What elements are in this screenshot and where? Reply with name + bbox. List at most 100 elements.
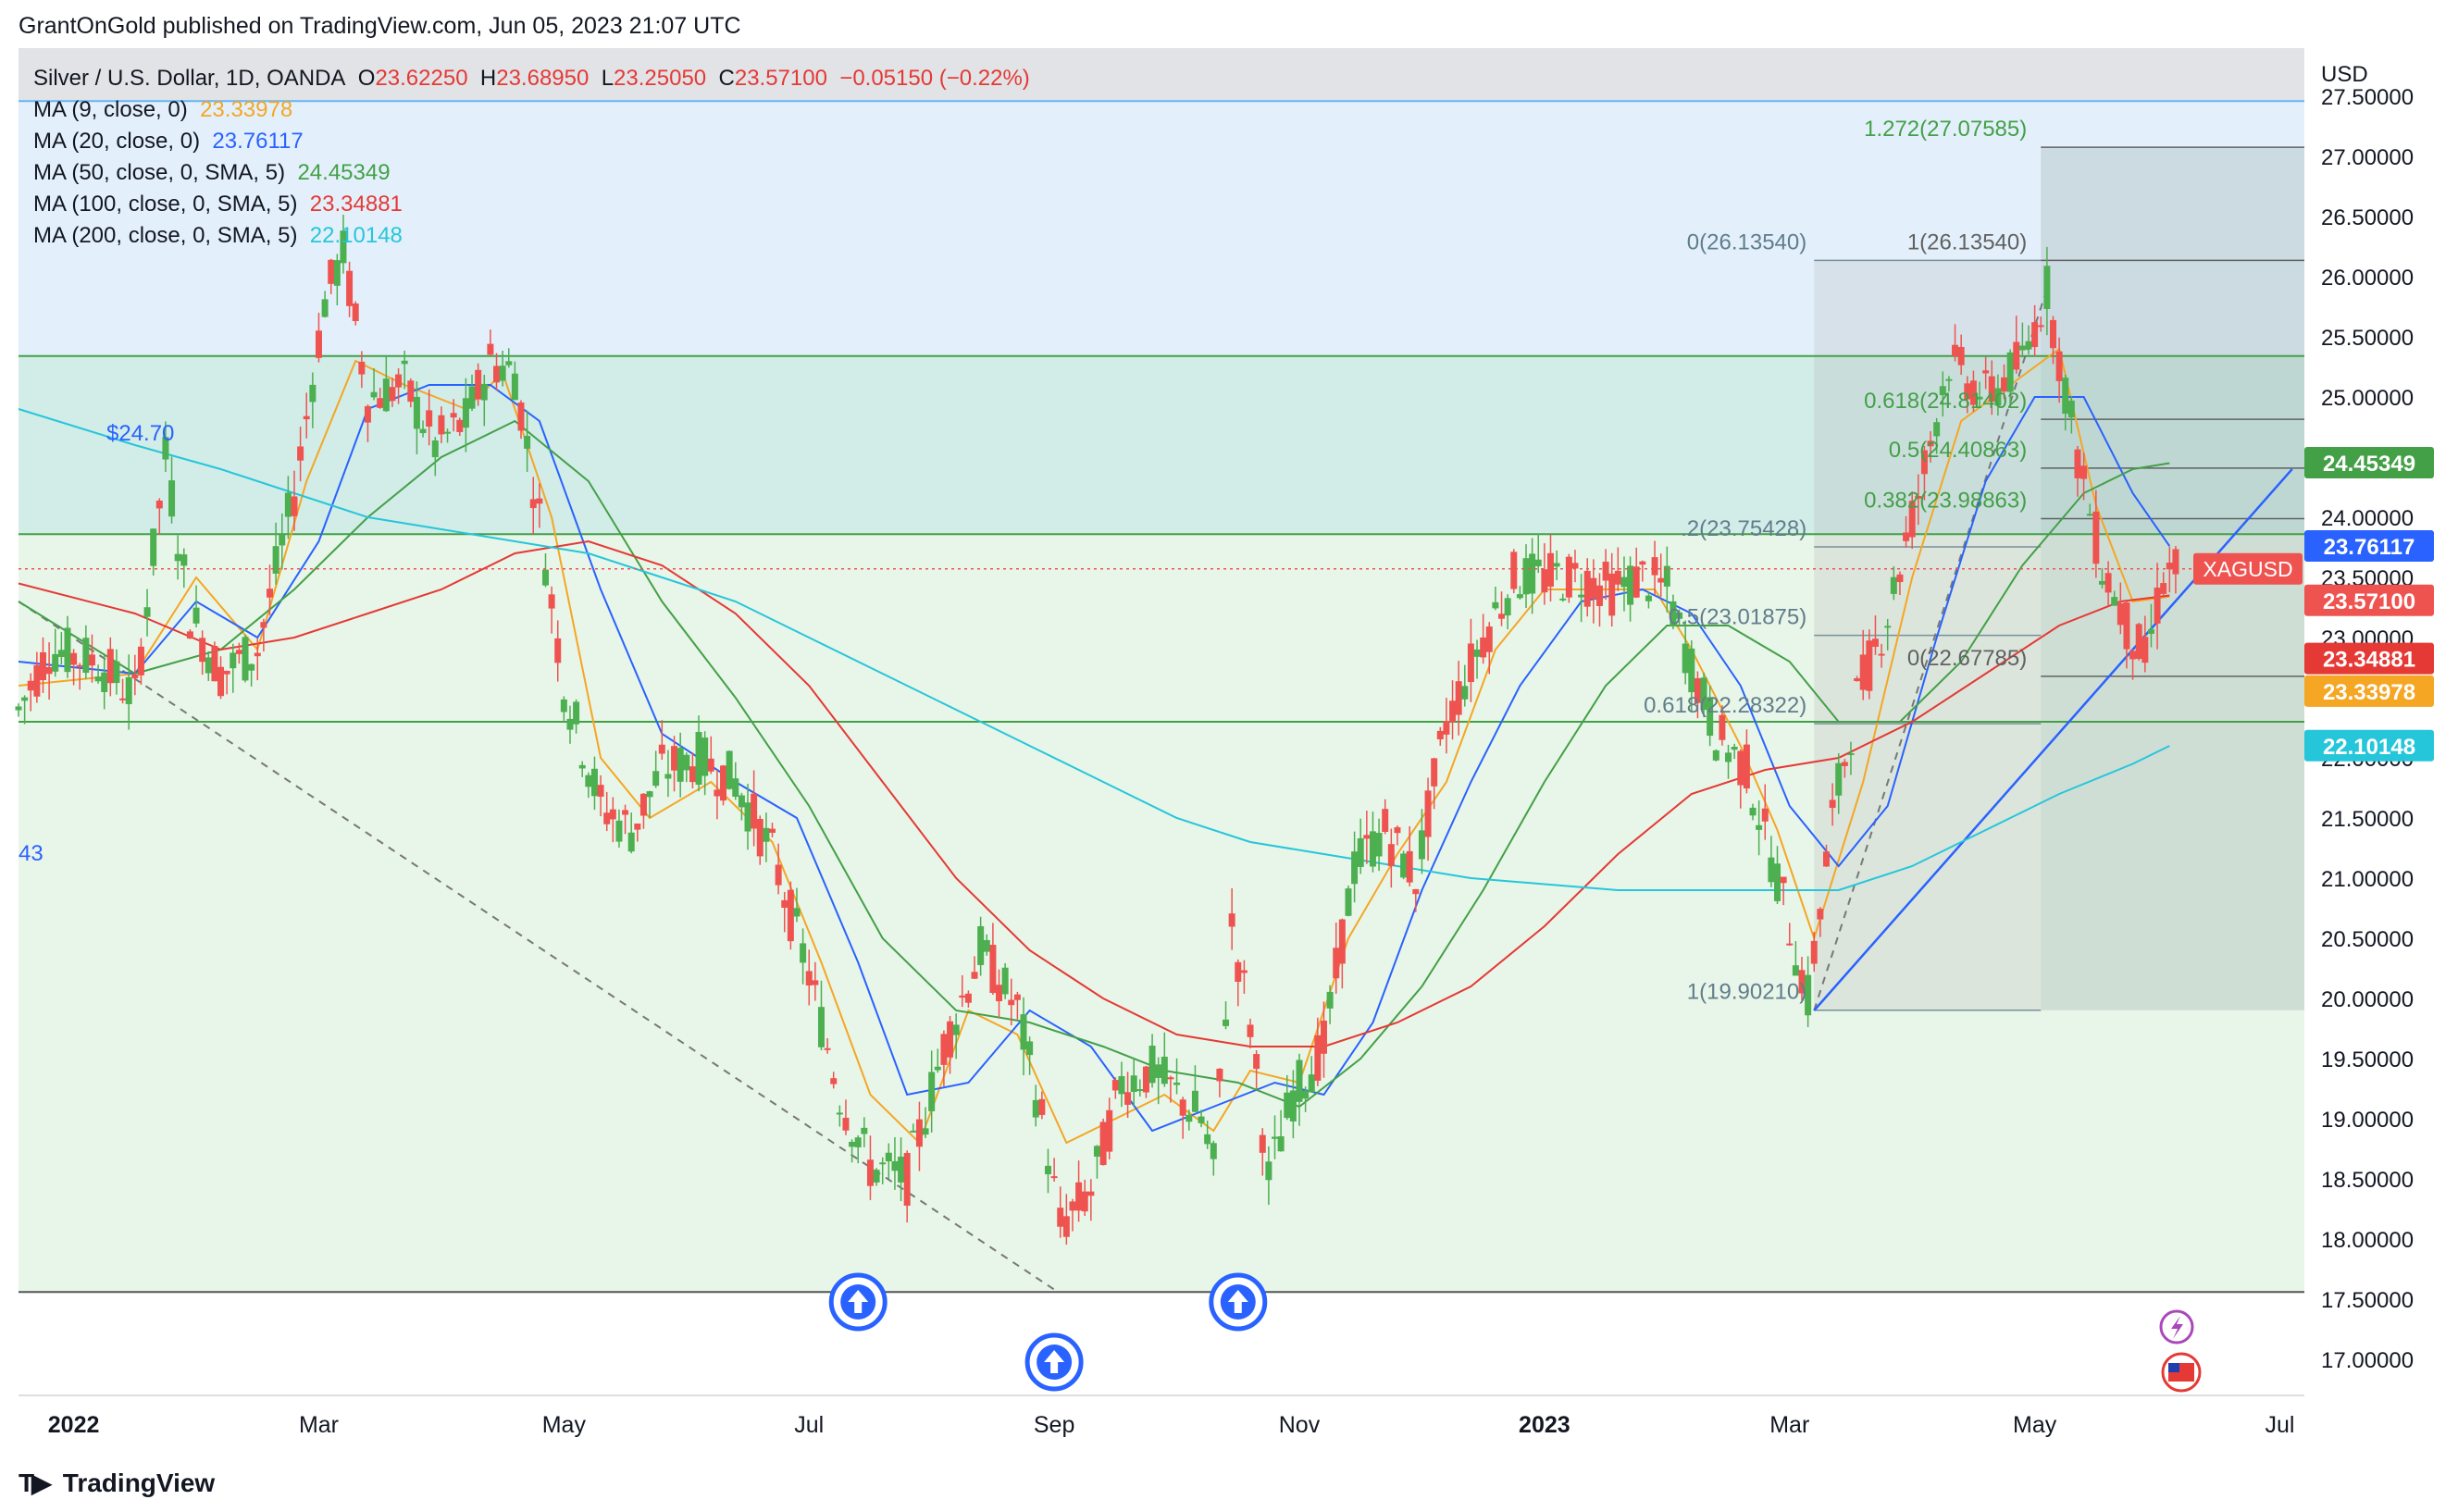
candle-body bbox=[267, 589, 274, 598]
candle-body bbox=[456, 419, 464, 432]
candle-body bbox=[297, 446, 304, 461]
candle-body bbox=[291, 496, 298, 516]
candle-body bbox=[1890, 576, 1897, 594]
candle-body bbox=[664, 774, 672, 779]
candle-body bbox=[1418, 830, 1425, 860]
candle-body bbox=[1908, 501, 1916, 538]
ma-9-line[interactable]: MA (9, close, 0) 23.33978 bbox=[33, 97, 293, 122]
candle-body bbox=[223, 670, 230, 675]
candle-body bbox=[652, 771, 660, 787]
candle-body bbox=[168, 480, 176, 517]
candle-body bbox=[1516, 594, 1523, 599]
x-tick-label: Mar bbox=[299, 1412, 339, 1438]
candle-body bbox=[1565, 556, 1572, 598]
candle-body bbox=[1627, 565, 1634, 605]
high-value: 23.68950 bbox=[496, 66, 590, 91]
candle-body bbox=[1148, 1046, 1156, 1084]
price-axis-tag-label: 22.10148 bbox=[2323, 735, 2415, 760]
candle-body bbox=[1314, 1035, 1322, 1081]
price-note-mid: 43 bbox=[19, 841, 43, 866]
us-flag-canton bbox=[2168, 1363, 2179, 1372]
candle-body bbox=[511, 373, 518, 401]
candle-body bbox=[2001, 377, 2008, 392]
candle-body bbox=[1749, 807, 1757, 816]
y-tick-label: 21.00000 bbox=[2321, 867, 2414, 892]
candle-body bbox=[1719, 714, 1726, 740]
candle-body bbox=[480, 383, 488, 401]
ma-50-line[interactable]: MA (50, close, 0, SMA, 5) 24.45349 bbox=[33, 160, 391, 185]
green-zone bbox=[19, 534, 2304, 1293]
top-zone bbox=[19, 48, 2304, 102]
candle-body bbox=[1859, 654, 1867, 690]
candle-body bbox=[915, 1119, 923, 1147]
candle-body bbox=[1436, 730, 1444, 739]
candle-body bbox=[805, 971, 813, 985]
candle-body bbox=[1590, 577, 1597, 600]
candle-body bbox=[370, 391, 378, 398]
price-axis-tag-label: 23.57100 bbox=[2323, 589, 2415, 614]
candle-body bbox=[106, 649, 114, 684]
currency-label: USD bbox=[2321, 62, 2368, 87]
candle-body bbox=[756, 819, 763, 857]
candle-body bbox=[1308, 1074, 1315, 1093]
candle-body bbox=[1982, 370, 1990, 374]
candle-body bbox=[438, 415, 445, 435]
candle-body bbox=[1559, 598, 1567, 601]
candle-body bbox=[1994, 388, 2002, 406]
candle-body bbox=[1259, 1134, 1266, 1153]
candle-body bbox=[468, 386, 476, 409]
candle-body bbox=[346, 270, 354, 306]
candle-body bbox=[1272, 1136, 1279, 1139]
candle-body bbox=[639, 793, 647, 816]
ma-200-line[interactable]: MA (200, close, 0, SMA, 5) 22.10148 bbox=[33, 223, 403, 248]
candle-body bbox=[444, 431, 452, 434]
fib-label-left: 0.618(22.28322) bbox=[1644, 693, 1806, 718]
candle-body bbox=[646, 791, 653, 798]
candle-body bbox=[1756, 824, 1763, 830]
x-tick-label: 2022 bbox=[48, 1412, 100, 1438]
candle-body bbox=[52, 653, 59, 672]
candle-body bbox=[714, 789, 721, 797]
candle-body bbox=[180, 554, 188, 566]
candle-body bbox=[861, 1127, 868, 1134]
candle-body bbox=[1118, 1076, 1125, 1095]
candle-body bbox=[849, 1142, 856, 1147]
candle-body bbox=[1480, 637, 1487, 658]
candle-body bbox=[1357, 837, 1364, 867]
candle-body bbox=[1111, 1080, 1119, 1091]
candle-body bbox=[2043, 266, 2051, 309]
tradingview-logo[interactable]: T▶ TradingView bbox=[19, 1469, 216, 1497]
candle-body bbox=[94, 676, 102, 682]
y-tick-label: 24.00000 bbox=[2321, 506, 2414, 531]
candle-body bbox=[873, 1170, 880, 1183]
ma-100-line[interactable]: MA (100, close, 0, SMA, 5) 23.34881 bbox=[33, 192, 403, 217]
price-axis-tag-label: 24.45349 bbox=[2323, 452, 2415, 477]
price-axis-tag-label: 23.76117 bbox=[2324, 535, 2415, 560]
candle-body bbox=[775, 864, 782, 886]
candle-body bbox=[2031, 322, 2039, 348]
candle-body bbox=[1001, 967, 1009, 995]
candle-body bbox=[1957, 346, 1965, 366]
y-tick-label: 21.50000 bbox=[2321, 807, 2414, 832]
x-tick-label: Sep bbox=[1034, 1412, 1074, 1438]
candle-body bbox=[560, 699, 567, 713]
candle-body bbox=[524, 436, 531, 449]
candle-body bbox=[751, 793, 758, 829]
candle-body bbox=[891, 1160, 899, 1171]
candle-body bbox=[2166, 563, 2173, 570]
lightning-glyph bbox=[2171, 1316, 2183, 1339]
ma-20-line[interactable]: MA (20, close, 0) 23.76117 bbox=[33, 129, 304, 154]
candle-body bbox=[566, 718, 574, 730]
candle-body bbox=[101, 672, 108, 692]
candle-body bbox=[928, 1072, 936, 1111]
candle-body bbox=[603, 812, 611, 824]
candle-body bbox=[2111, 597, 2118, 606]
y-tick-label: 26.00000 bbox=[2321, 266, 2414, 291]
candle-body bbox=[541, 569, 549, 586]
candle-body bbox=[493, 366, 501, 383]
candle-body bbox=[1798, 970, 1806, 994]
candle-body bbox=[131, 675, 139, 678]
candle-body bbox=[2067, 400, 2075, 418]
candle-body bbox=[1976, 396, 1983, 400]
